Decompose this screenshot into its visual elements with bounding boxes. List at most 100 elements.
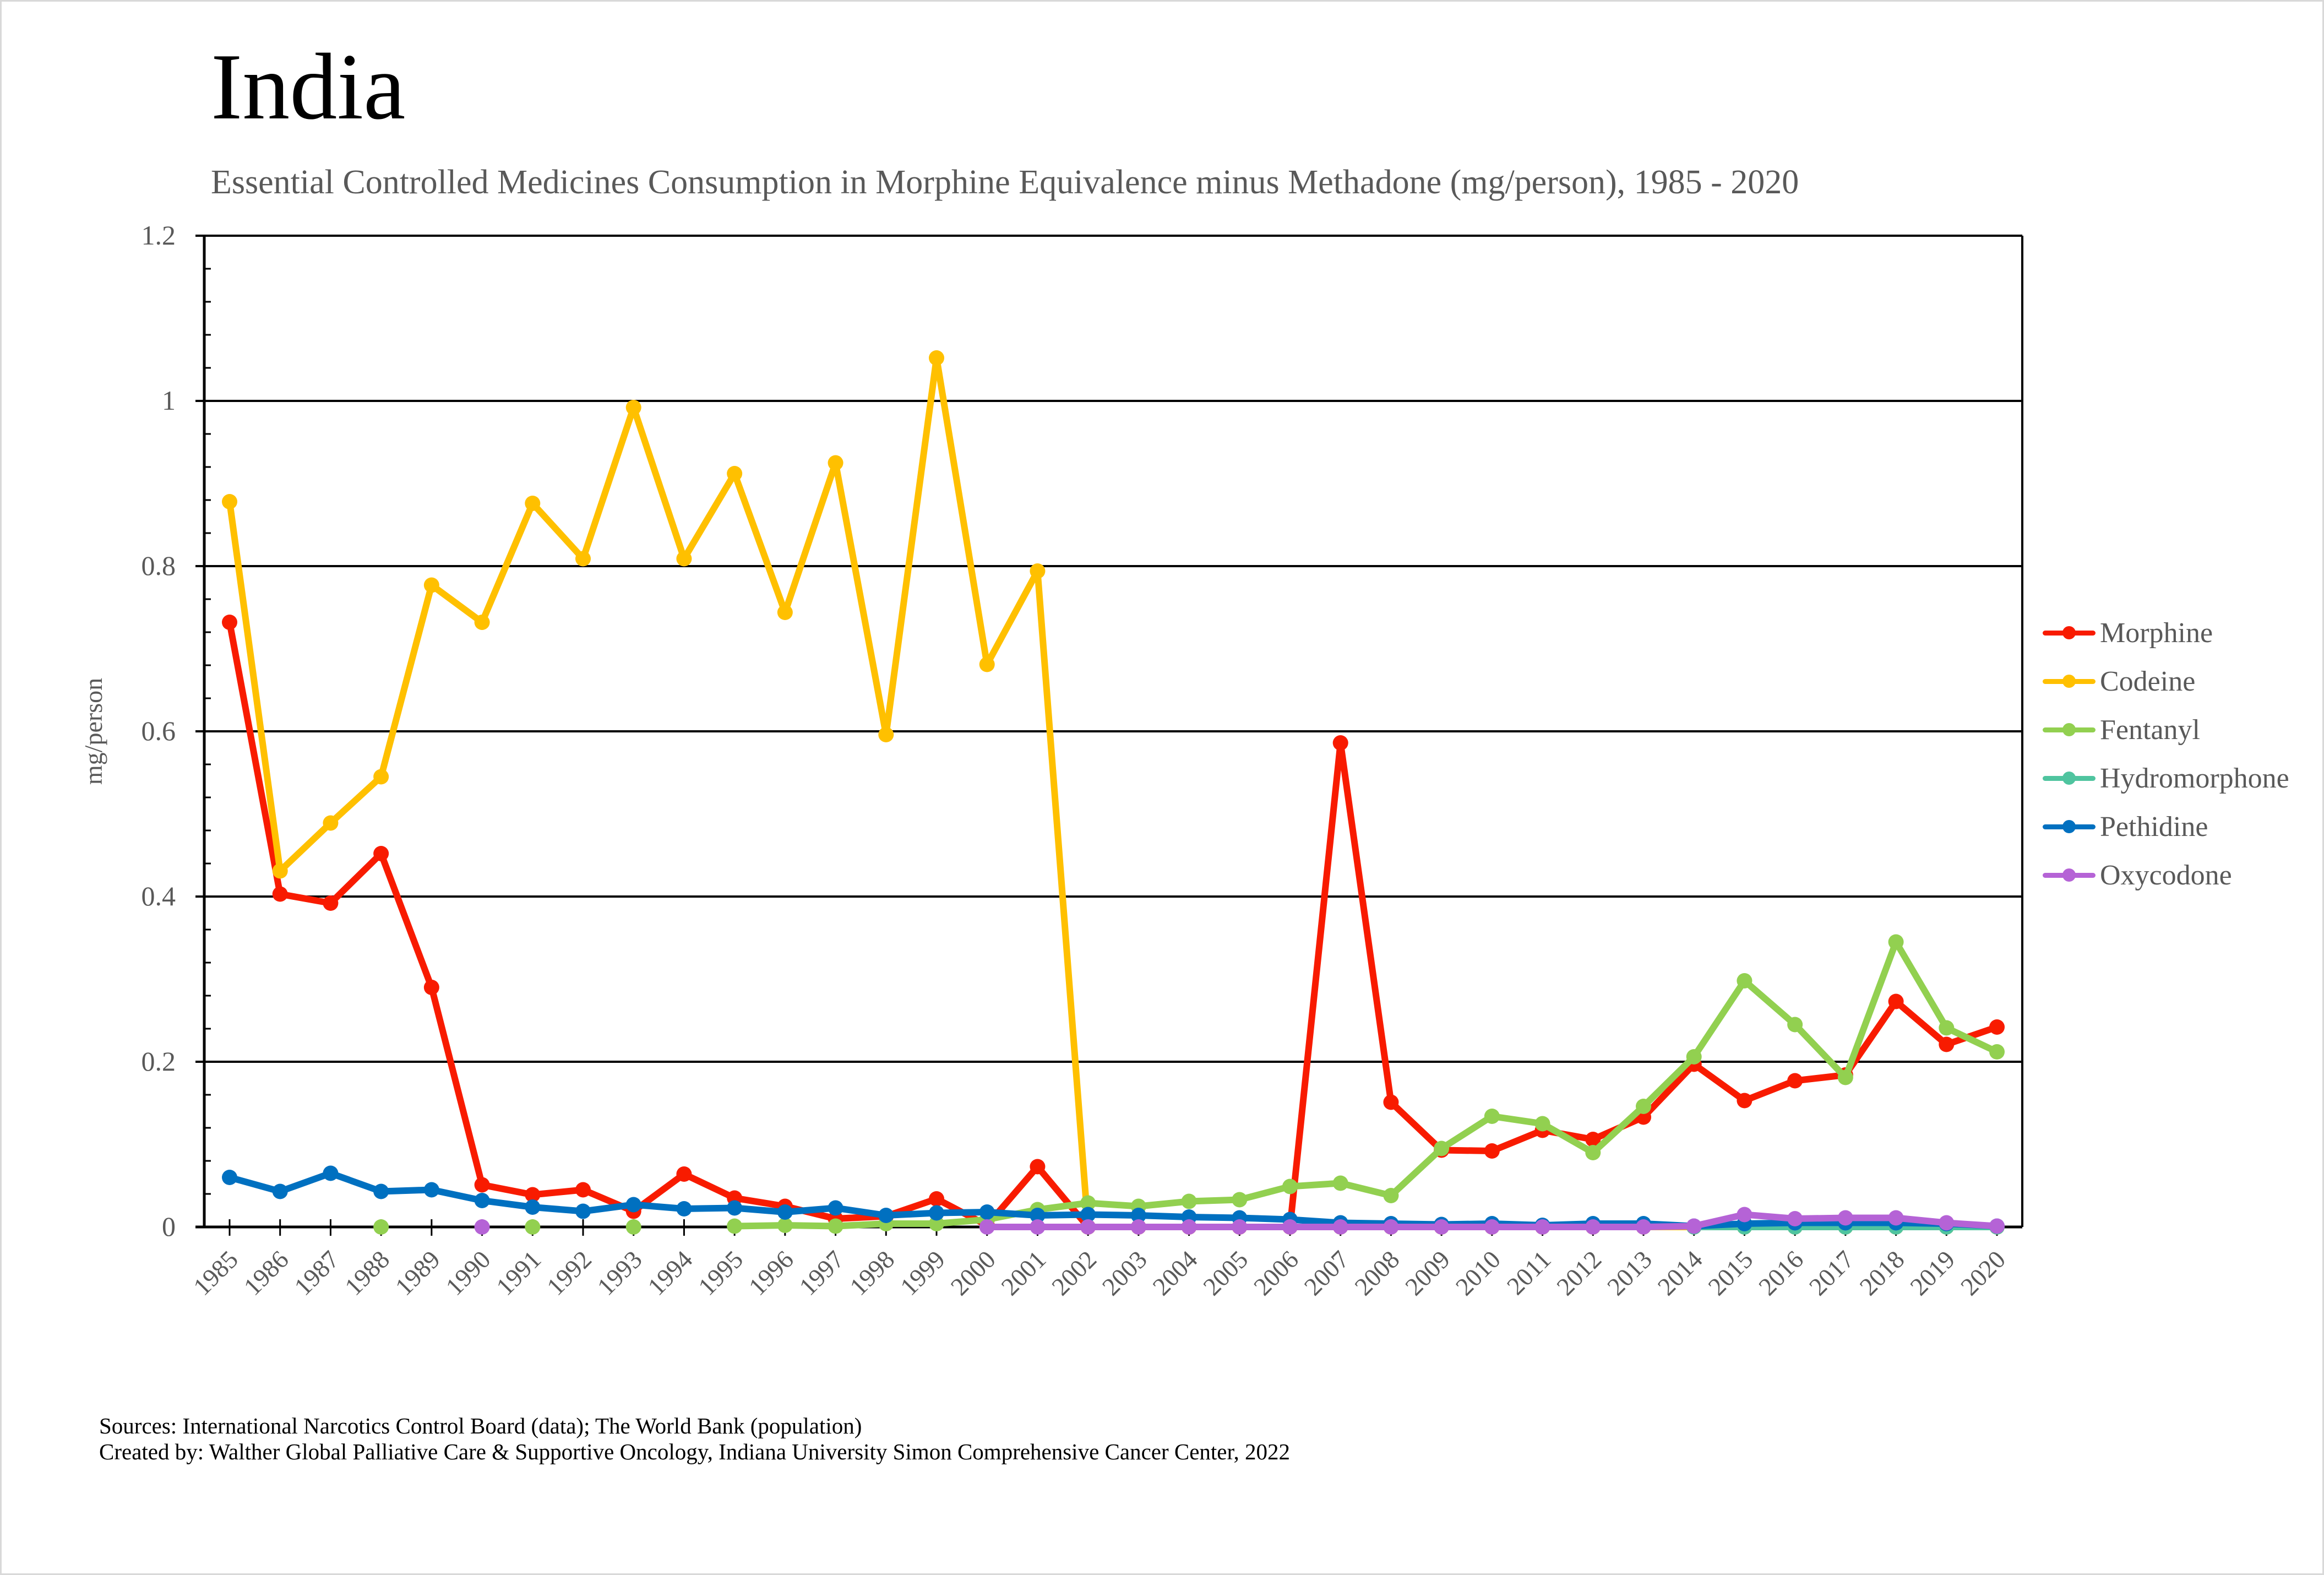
chart-subtitle: Essential Controlled Medicines Consumpti… [211,164,1799,201]
data-point [323,815,339,831]
data-point [1636,1219,1651,1235]
data-point [323,1165,339,1181]
legend-line-marker-icon [2042,767,2097,789]
data-point [1737,1093,1752,1109]
data-point [1232,1219,1248,1235]
data-point [423,1182,439,1198]
data-point [625,1219,641,1235]
data-point [1585,1132,1601,1147]
data-point [1837,1210,1853,1226]
data-point [878,727,894,742]
x-tick-label: 2000 [945,1245,1001,1301]
data-point [1282,1219,1298,1235]
legend-item-morphine: Morphine [2042,609,2289,657]
data-point [1686,1049,1702,1065]
y-tick-label: 1.2 [141,220,176,251]
data-point [828,1200,843,1216]
legend-label: Codeine [2100,665,2196,697]
x-tick-label: 2013 [1602,1245,1657,1301]
data-point [1939,1036,1955,1052]
data-point [1989,1218,2005,1234]
legend-label: Morphine [2100,617,2213,649]
y-tick-label: 0.4 [141,881,176,911]
series-line [226,355,2000,1230]
data-point [1030,1219,1046,1235]
legend-line-marker-icon [2042,622,2097,644]
data-point [272,1183,288,1199]
data-point [828,455,843,471]
data-point [1686,1218,1702,1234]
data-point [474,1177,490,1193]
data-point [1585,1219,1601,1235]
legend-label: Oxycodone [2100,859,2232,891]
data-point [474,1219,490,1235]
axes [195,235,2023,1236]
data-point [222,494,237,509]
data-point [1332,1175,1348,1191]
x-tick-label: 1988 [339,1245,395,1301]
x-tick-label: 2002 [1046,1245,1102,1301]
x-tick-label: 1999 [895,1245,950,1301]
x-tick-label: 2014 [1652,1245,1708,1301]
x-tick-label: 2008 [1349,1245,1405,1301]
data-point [1383,1219,1399,1235]
x-tick-label: 2001 [995,1245,1051,1301]
data-point [423,577,439,593]
series-lines [222,350,2005,1235]
x-tick-label: 1993 [592,1245,647,1301]
series-pethidine [222,1165,2005,1234]
x-tick-label: 1990 [440,1245,496,1301]
data-point [373,846,389,861]
data-point [1080,1195,1096,1211]
legend-line-marker-icon [2042,864,2097,886]
data-point [1888,993,1904,1009]
y-axis-label: mg/person [79,678,107,785]
series-morphine [222,615,2005,1235]
data-point [525,1219,541,1235]
data-point [929,350,944,366]
legend-label: Fentanyl [2100,714,2200,746]
data-point [1484,1109,1500,1124]
data-point [222,1170,237,1185]
y-tick-label: 0 [162,1211,176,1242]
data-point [1484,1219,1500,1235]
data-point [1383,1188,1399,1203]
data-point [1130,1219,1146,1235]
series-line [226,619,2000,1230]
x-tick-label: 1995 [693,1245,748,1301]
data-point [727,1218,743,1234]
data-point [1181,1219,1197,1235]
data-point [373,1219,389,1235]
data-point [979,1204,995,1220]
data-point [1534,1116,1550,1132]
legend-line-marker-icon [2042,719,2097,741]
data-point [1030,1159,1046,1175]
data-point [1534,1219,1550,1235]
x-tick-label: 1986 [238,1245,294,1301]
x-tick-label: 2005 [1198,1245,1253,1301]
data-point [575,551,591,567]
gridlines [204,235,2022,1063]
data-point [272,863,288,879]
x-tick-label: 2007 [1299,1245,1354,1301]
data-point [1737,1207,1752,1223]
legend-line-marker-icon [2042,816,2097,838]
legend-item-fentanyl: Fentanyl [2042,705,2289,754]
x-tick-label: 2017 [1804,1245,1859,1301]
data-point [676,1166,692,1182]
data-point [272,886,288,902]
data-point [727,1200,743,1216]
data-point [929,1191,944,1207]
data-point [1332,735,1348,751]
x-tick-label: 2006 [1248,1245,1304,1301]
x-tick-label: 1994 [642,1245,698,1301]
legend-item-pethidine: Pethidine [2042,802,2289,851]
data-point [1282,1178,1298,1194]
y-tick-label: 0.2 [141,1046,176,1077]
x-tick-label: 1998 [844,1245,900,1301]
series-fentanyl [373,934,2005,1235]
data-point [777,1218,793,1233]
legend-label: Hydromorphone [2100,762,2289,794]
data-point [525,1187,541,1203]
series-line [731,938,2000,1230]
